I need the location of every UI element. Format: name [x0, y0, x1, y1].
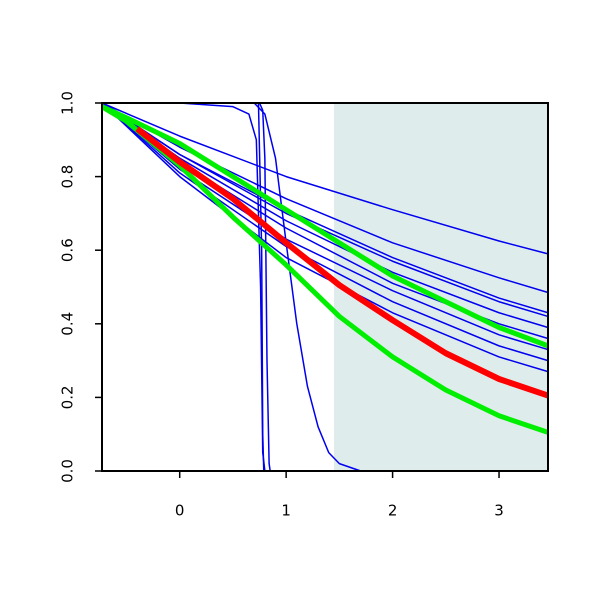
curve [100, 104, 549, 349]
y-tick-label: 0.8 [59, 165, 77, 189]
curve [102, 102, 548, 472]
y-tick-label: 0.2 [59, 385, 77, 409]
y-tick-label: 0.6 [59, 238, 77, 262]
x-tick-label: 2 [388, 502, 398, 520]
shaded-region [334, 103, 548, 471]
curve [101, 102, 549, 351]
y-tick-label: 0.0 [59, 459, 77, 483]
curve [101, 102, 549, 318]
curve [102, 102, 548, 472]
plot-box [101, 102, 549, 472]
y-tick-label: 1.0 [59, 91, 77, 115]
x-tick-label: 1 [281, 502, 291, 520]
x-tick-label: 0 [175, 502, 185, 520]
curve [101, 102, 549, 255]
curve [135, 126, 549, 399]
x-tick-label: 3 [494, 502, 504, 520]
y-tick-label: 0.4 [59, 312, 77, 336]
curve [101, 102, 549, 362]
